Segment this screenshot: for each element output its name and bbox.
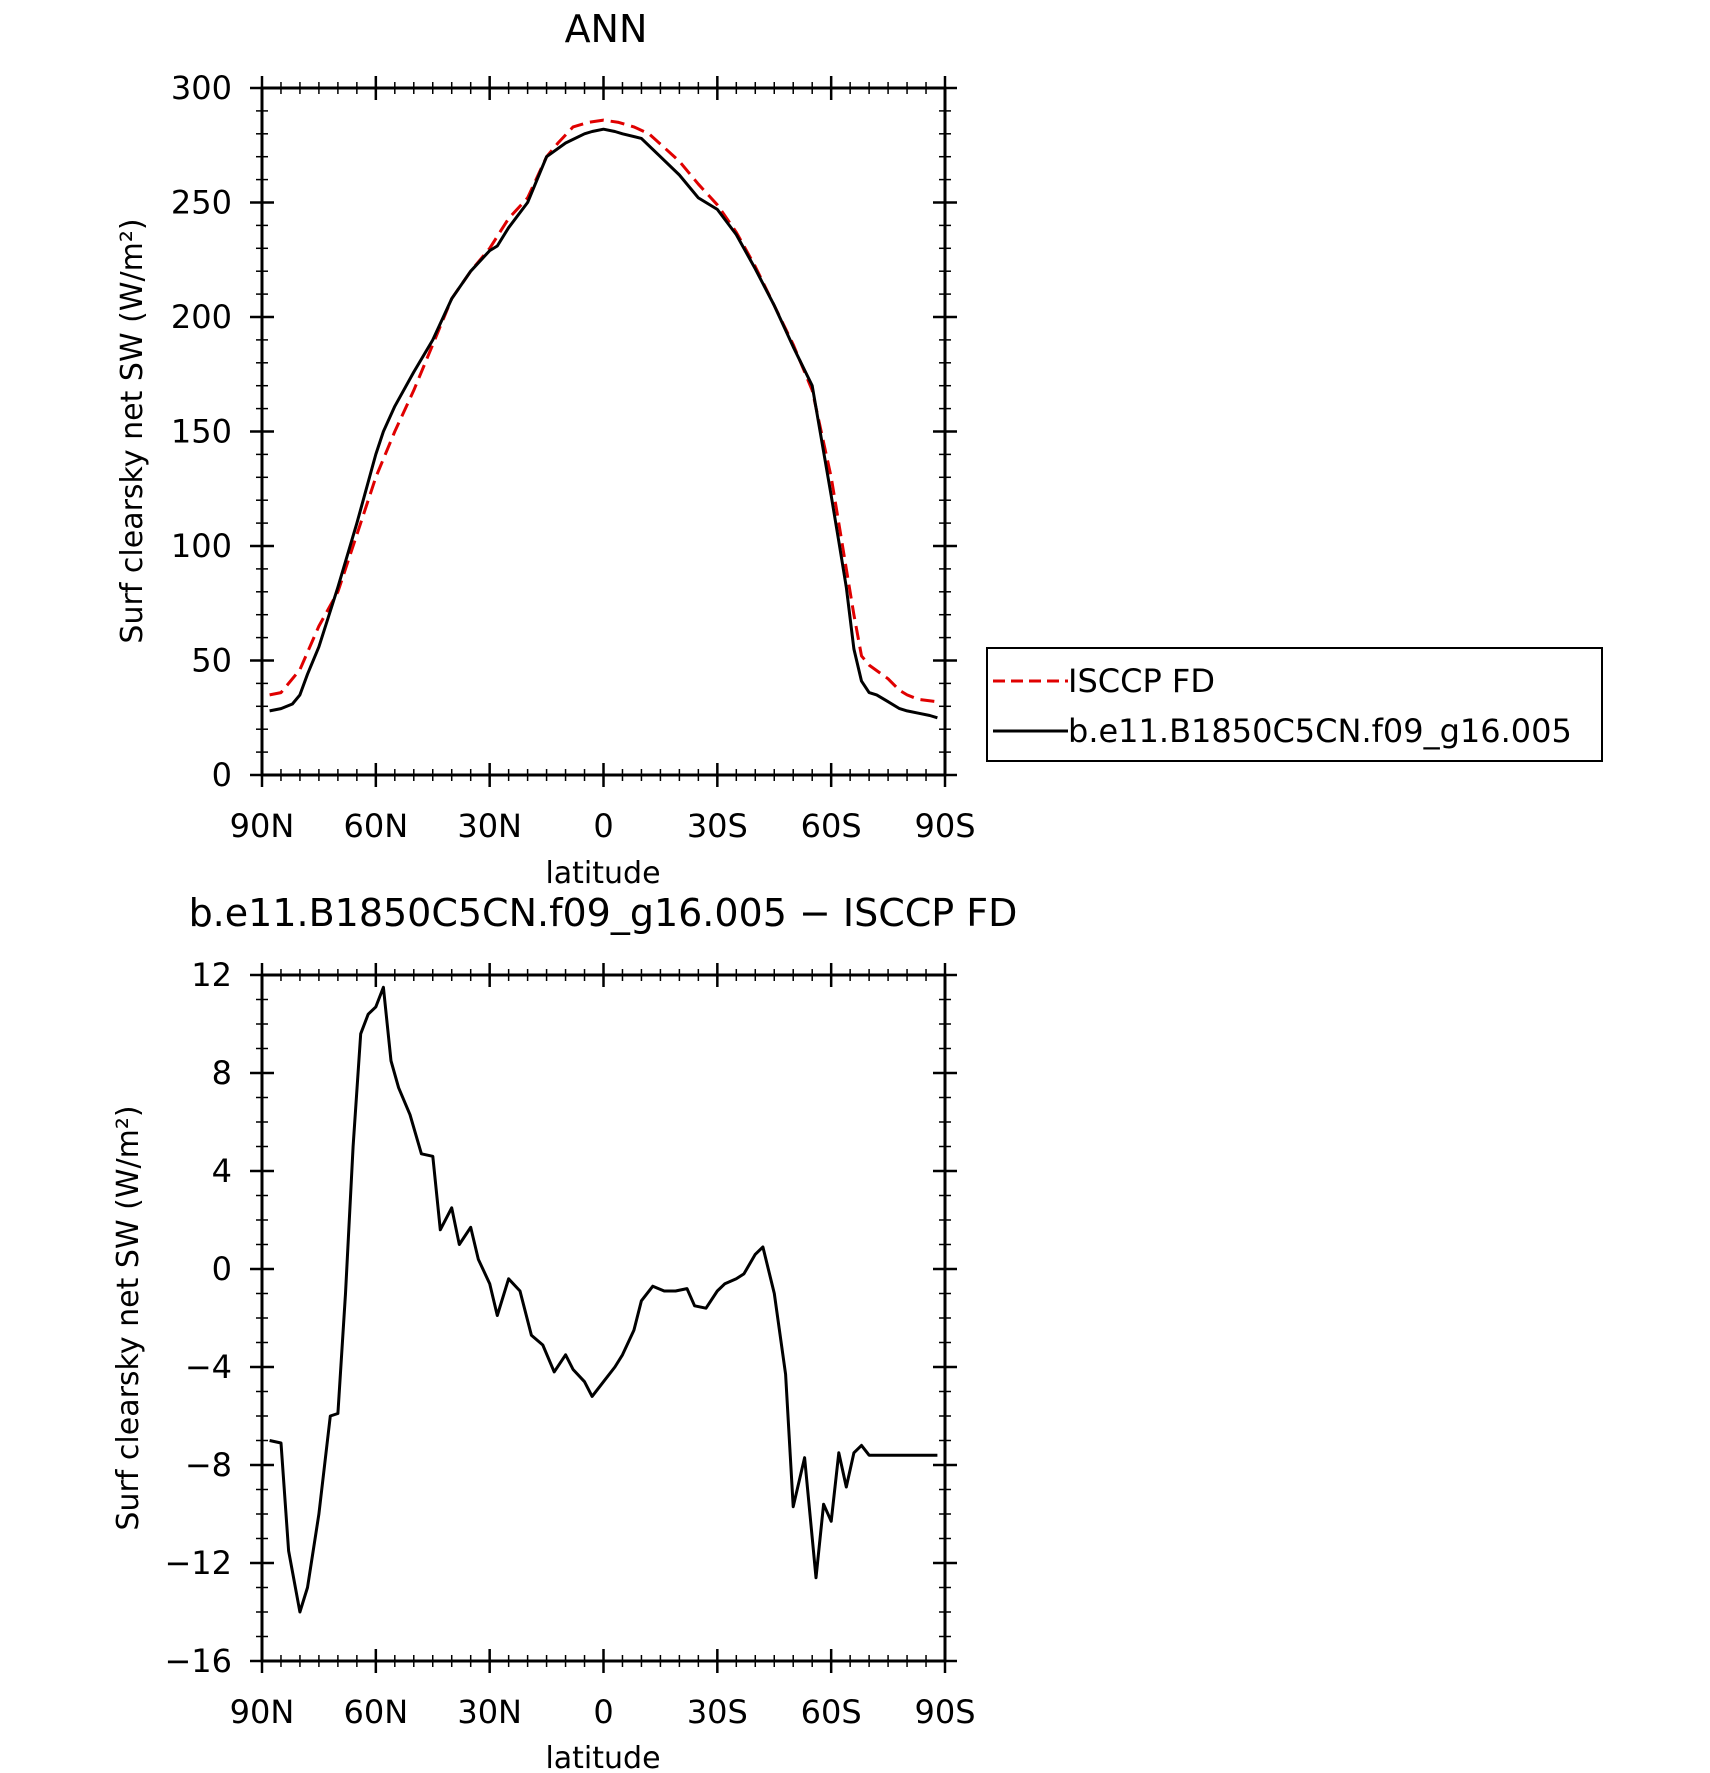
xtick-label: 30S (687, 1693, 748, 1731)
xtick-label: 0 (593, 807, 613, 845)
legend-label-model: b.e11.B1850C5CN.f09_g16.005 (1068, 712, 1572, 750)
xtick-label: 60S (801, 807, 862, 845)
series-line-model (269, 127, 938, 720)
bottom-ticks (250, 963, 957, 1673)
ytick-label: 100 (171, 527, 232, 565)
ytick-label: 200 (171, 298, 232, 336)
xtick-label: 30N (457, 807, 522, 845)
bottom-ytick-labels: −16 −12 −8 −4 0 4 8 12 (164, 956, 232, 1680)
bottom-x-axis-label: latitude (545, 1741, 660, 1773)
xtick-label: 60S (801, 1693, 862, 1731)
ytick-label: 4 (212, 1152, 232, 1190)
top-x-axis-label: latitude (545, 856, 660, 891)
ytick-label: −12 (164, 1544, 232, 1582)
bottom-panel: b.e11.B1850C5CN.f09_g16.005 − ISCCP FD −… (111, 891, 1017, 1773)
ytick-label: 8 (212, 1054, 232, 1092)
ytick-label: 0 (212, 756, 232, 794)
xtick-label: 30S (687, 807, 748, 845)
xtick-label: 90S (914, 807, 975, 845)
ytick-label: −16 (164, 1642, 232, 1680)
ytick-label: −8 (185, 1446, 232, 1484)
difference-line (269, 985, 938, 1614)
top-xtick-labels: 90N 60N 30N 0 30S 60S 90S (230, 807, 976, 845)
legend-box (986, 647, 1603, 762)
top-series-lines (269, 118, 938, 720)
xtick-label: 60N (344, 807, 409, 845)
series-line-isccp (269, 118, 938, 704)
xtick-label: 90N (230, 807, 295, 845)
bottom-xtick-labels: 90N 60N 30N 0 30S 60S 90S (230, 1693, 976, 1731)
top-plot-frame (260, 86, 947, 777)
xtick-label: 30N (457, 1693, 522, 1731)
bottom-y-axis-label: Surf clearsky net SW (W/m²) (111, 1105, 146, 1530)
ytick-label: 0 (212, 1250, 232, 1288)
top-chart-title: ANN (565, 7, 648, 51)
xtick-label: 90N (230, 1693, 295, 1731)
ytick-label: 150 (171, 413, 232, 451)
bottom-series-lines (269, 985, 938, 1614)
xtick-label: 90S (914, 1693, 975, 1731)
ytick-label: 12 (191, 956, 232, 994)
bottom-chart-title: b.e11.B1850C5CN.f09_g16.005 − ISCCP FD (189, 891, 1018, 935)
top-ytick-labels: 0 50 100 150 200 250 300 (171, 69, 232, 794)
legend-label-isccp: ISCCP FD (1068, 662, 1215, 700)
ytick-label: 250 (171, 184, 232, 222)
legend: ISCCP FD b.e11.B1850C5CN.f09_g16.005 (986, 647, 1603, 762)
xtick-label: 0 (593, 1693, 613, 1731)
xtick-label: 60N (344, 1693, 409, 1731)
ytick-label: 50 (191, 642, 232, 680)
bottom-plot-frame (260, 973, 947, 1663)
ytick-label: −4 (185, 1348, 232, 1386)
top-ticks (250, 76, 957, 787)
ytick-label: 300 (171, 69, 232, 107)
top-y-axis-label: Surf clearsky net SW (W/m²) (115, 218, 150, 643)
